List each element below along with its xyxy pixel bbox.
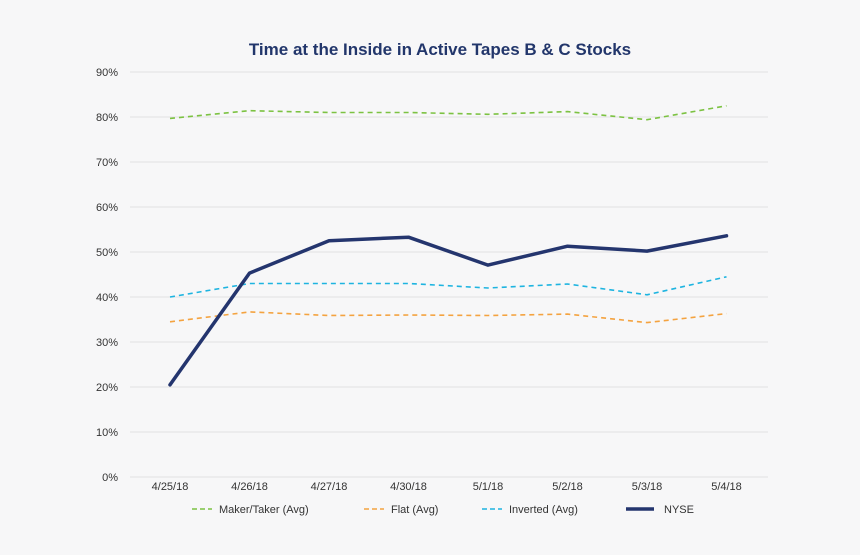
series-lines (168, 105, 729, 387)
legend-label: Flat (Avg) (391, 504, 438, 516)
legend-item-inverted: Inverted (Avg) (482, 504, 578, 516)
y-tick-label: 30% (96, 337, 118, 349)
chart-title: Time at the Inside in Active Tapes B & C… (249, 40, 631, 59)
x-tick-label: 5/4/18 (711, 481, 742, 493)
x-tick-label: 4/27/18 (311, 481, 348, 493)
series-line-flat (169, 311, 727, 324)
x-tick-label: 4/30/18 (390, 481, 427, 493)
legend-label: Inverted (Avg) (509, 504, 578, 516)
x-tick-label: 4/26/18 (231, 481, 268, 493)
y-tick-label: 60% (96, 202, 118, 214)
y-tick-label: 50% (96, 247, 118, 259)
x-tick-label: 5/3/18 (632, 481, 663, 493)
series-line-maker_taker (169, 105, 727, 121)
x-axis-ticks: 4/25/18 4/26/18 4/27/18 4/30/18 5/1/18 5/2/18… (152, 481, 742, 493)
x-tick-label: 5/2/18 (552, 481, 583, 493)
y-axis-ticks: 0% 10% 20% 30% 40% 50% 60% 70% 80% 90% (96, 67, 118, 484)
y-tick-label: 90% (96, 67, 118, 79)
x-tick-label: 4/25/18 (152, 481, 189, 493)
y-tick-label: 20% (96, 382, 118, 394)
legend-label: NYSE (664, 504, 694, 516)
series-line-nyse (168, 234, 729, 387)
series-line-inverted (169, 276, 727, 298)
legend-label: Maker/Taker (Avg) (219, 504, 309, 516)
legend-item-flat: Flat (Avg) (364, 504, 438, 516)
y-tick-label: 40% (96, 292, 118, 304)
y-tick-label: 70% (96, 157, 118, 169)
legend-item-maker_taker: Maker/Taker (Avg) (192, 504, 309, 516)
y-tick-label: 0% (102, 472, 118, 484)
gridlines (130, 71, 768, 478)
y-tick-label: 10% (96, 427, 118, 439)
legend: Maker/Taker (Avg) Flat (Avg) Inverted (Avg… (192, 504, 694, 516)
legend-item-nyse: NYSE (626, 504, 694, 516)
y-tick-label: 80% (96, 112, 118, 124)
x-tick-label: 5/1/18 (473, 481, 504, 493)
